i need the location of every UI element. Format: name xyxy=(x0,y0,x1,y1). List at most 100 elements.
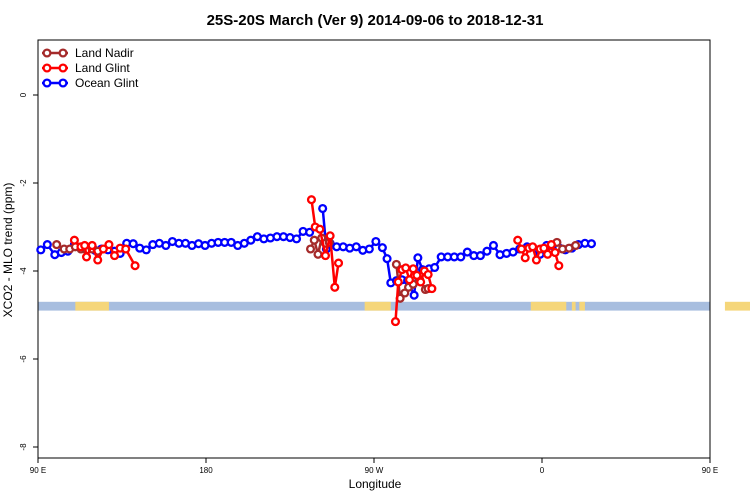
land-segment xyxy=(364,301,391,311)
data-point xyxy=(81,252,92,262)
land-segment xyxy=(571,301,576,311)
legend-item: Land Glint xyxy=(42,61,130,75)
data-point xyxy=(516,244,527,254)
data-point xyxy=(315,224,325,234)
legend-marker xyxy=(42,63,52,73)
data-point xyxy=(543,249,553,259)
data-point xyxy=(87,240,97,251)
data-point xyxy=(318,203,328,214)
data-point xyxy=(475,251,485,261)
x-axis-label: Longitude xyxy=(349,477,402,491)
data-point xyxy=(462,247,472,257)
data-point xyxy=(104,240,114,250)
y-axis-label: XCO2 - MLO trend (ppm) xyxy=(1,183,15,318)
land-ocean-band xyxy=(38,301,750,311)
data-point xyxy=(320,251,331,261)
data-point xyxy=(513,235,523,245)
x-tick-label: 90 W xyxy=(365,466,384,475)
data-point xyxy=(520,253,530,263)
data-point xyxy=(305,244,316,254)
data-point xyxy=(423,269,433,280)
data-point xyxy=(482,246,492,256)
data-point xyxy=(550,247,560,258)
data-point xyxy=(586,239,597,249)
data-point xyxy=(488,240,499,251)
legend-item: Land Nadir xyxy=(42,46,134,60)
data-point xyxy=(546,240,556,250)
data-point xyxy=(528,242,538,252)
y-tick-label: -2 xyxy=(19,179,28,187)
data-point xyxy=(393,277,403,287)
land-segment xyxy=(75,301,109,311)
data-point xyxy=(539,243,549,253)
data-point xyxy=(391,259,401,269)
data-point xyxy=(371,236,381,247)
y-tick-label: -4 xyxy=(19,267,28,275)
data-point xyxy=(36,245,46,255)
legend-marker xyxy=(42,48,52,58)
data-point xyxy=(377,243,387,253)
data-point xyxy=(325,231,335,241)
data-point xyxy=(69,235,79,245)
legend-marker xyxy=(58,48,68,58)
legend-marker xyxy=(58,78,68,88)
data-point xyxy=(404,275,415,285)
series-land-glint xyxy=(69,195,564,327)
data-point xyxy=(531,255,541,265)
data-point xyxy=(52,240,62,250)
data-point xyxy=(456,252,466,262)
data-point xyxy=(291,234,302,244)
x-tick-label: 0 xyxy=(540,466,545,475)
data-point xyxy=(427,284,437,294)
data-point xyxy=(409,290,419,300)
x-tick-label: 180 xyxy=(199,466,213,475)
data-point xyxy=(390,317,401,327)
data-point xyxy=(161,240,171,251)
data-point xyxy=(80,240,90,251)
legend-label: Ocean Glint xyxy=(75,76,139,90)
data-point xyxy=(364,244,374,254)
data-point xyxy=(416,277,426,287)
data-point xyxy=(128,239,138,249)
y-axis: 0 -2 -4 -6 -8 xyxy=(19,92,38,451)
data-point xyxy=(130,261,140,271)
data-point xyxy=(413,253,423,263)
data-point xyxy=(93,255,103,265)
data-point xyxy=(306,195,317,205)
data-point xyxy=(305,227,315,237)
data-point xyxy=(313,249,323,259)
data-point xyxy=(42,240,52,250)
chart-title: 25S-20S March (Ver 9) 2014-09-06 to 2018… xyxy=(207,12,544,29)
land-segment xyxy=(530,301,567,311)
data-point xyxy=(330,282,340,292)
data-point xyxy=(408,264,418,274)
data-point xyxy=(333,258,344,268)
x-tick-label: 90 E xyxy=(702,466,718,475)
data-point xyxy=(141,245,151,255)
data-point xyxy=(430,262,440,273)
series-layer xyxy=(36,195,597,327)
data-point xyxy=(98,244,108,254)
x-tick-label: 90 E xyxy=(30,466,46,475)
x-axis: 90 E 180 90 W 0 90 E xyxy=(30,458,718,475)
data-point xyxy=(109,251,120,261)
data-point xyxy=(382,254,392,264)
y-tick-label: -6 xyxy=(19,355,28,363)
data-point xyxy=(351,242,361,252)
y-tick-label: 0 xyxy=(19,92,28,97)
data-point xyxy=(554,261,564,271)
legend-marker xyxy=(42,78,52,88)
data-point xyxy=(401,263,411,273)
legend-marker xyxy=(58,63,68,73)
legend-item: Ocean Glint xyxy=(42,76,139,90)
land-segment xyxy=(579,301,585,311)
legend-label: Land Nadir xyxy=(75,46,134,60)
data-point xyxy=(121,244,131,254)
data-point xyxy=(246,235,256,245)
land-segment xyxy=(724,301,750,311)
y-tick-label: -8 xyxy=(19,443,28,451)
data-point xyxy=(571,240,581,251)
data-point xyxy=(412,270,422,280)
